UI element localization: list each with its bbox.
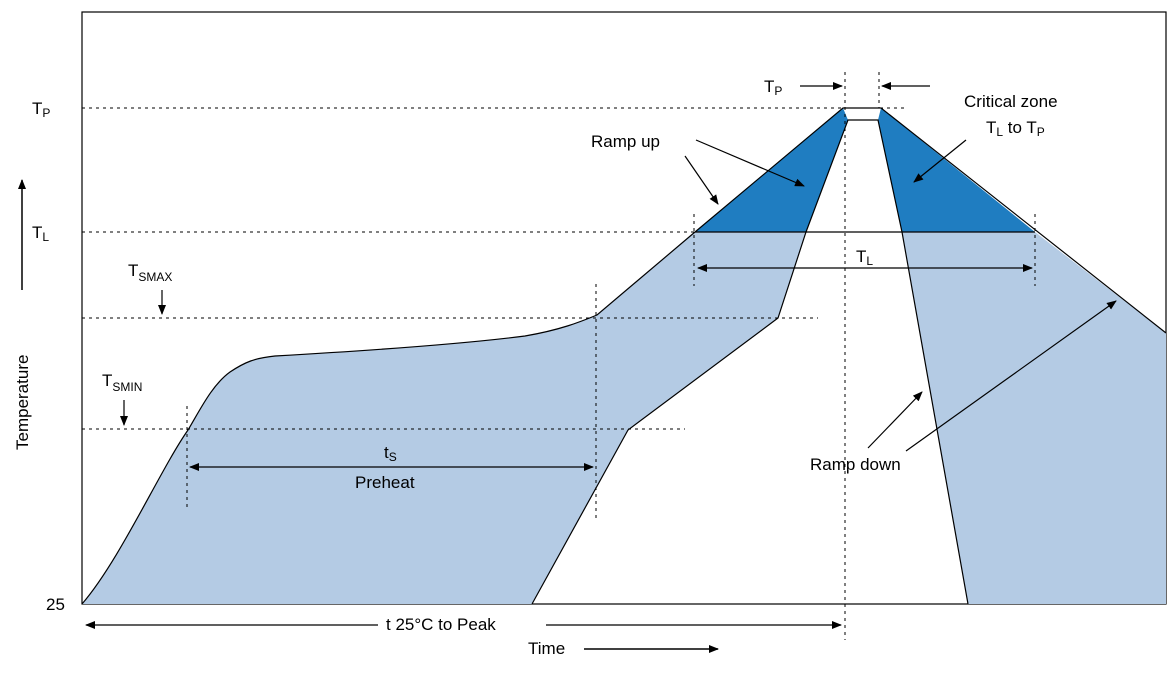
ts-time-label: tS (384, 443, 397, 464)
preheat-label: Preheat (355, 473, 415, 492)
upper-profile-zone (82, 232, 806, 604)
critical-zone-range: TL to TP (986, 118, 1045, 139)
y-axis-title: Temperature (13, 355, 32, 450)
ramp-down-label: Ramp down (810, 455, 901, 474)
total-time-label: t 25°C to Peak (386, 615, 496, 634)
tsmax-level-label: TSMAX (128, 261, 172, 284)
lower-profile-curve (531, 119, 969, 605)
critical-zone-right (878, 108, 1035, 232)
ramp-down-arrow-right (905, 300, 1117, 452)
ramp-up-arrow-left (684, 155, 719, 205)
critical-zone-title: Critical zone (964, 92, 1058, 111)
critical-zone-left (695, 108, 848, 232)
tl-level-label: TL (32, 223, 49, 244)
ramp-down-arrow-left (867, 391, 923, 449)
tsmin-level-label: TSMIN (102, 371, 142, 394)
tp-level-label: TP (32, 99, 50, 120)
tl-time-label: TL (856, 247, 873, 268)
y-origin-label: 25 (46, 595, 65, 614)
x-axis-title: Time (528, 639, 565, 658)
upper-profile-curve (81, 107, 1167, 605)
tp-time-label: TP (764, 77, 782, 98)
ramp-up-label: Ramp up (591, 132, 660, 151)
lower-profile-zone (902, 232, 1166, 604)
ramp-up-arrow-right (695, 139, 805, 187)
critical-zone-arrow (913, 139, 967, 183)
